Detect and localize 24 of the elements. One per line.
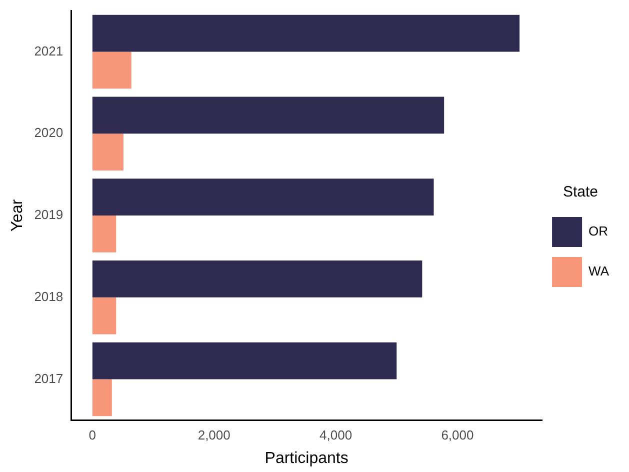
bar	[92, 52, 132, 89]
bar	[92, 297, 116, 334]
y-tick-label: 2018	[34, 288, 64, 304]
y-tick-label: 2017	[34, 370, 64, 386]
y-tick-label: 2020	[34, 125, 64, 140]
y-tick-label: 2019	[34, 207, 64, 222]
x-axis-title: Participants	[264, 450, 348, 467]
y-tick-label: 2021	[34, 43, 64, 58]
y-axis-title: Year	[9, 198, 26, 232]
bar	[92, 96, 444, 134]
bar	[92, 14, 520, 52]
legend-label: WA	[588, 264, 610, 279]
legend-title: State	[563, 184, 598, 201]
x-tick-label: 6,000	[441, 428, 474, 443]
legend-label: OR	[588, 224, 608, 239]
x-tick-label: 0	[88, 428, 96, 443]
bar	[92, 379, 112, 416]
bar	[92, 342, 397, 380]
bar	[92, 260, 422, 298]
bar	[92, 216, 116, 252]
x-tick-label: 2,000	[198, 428, 230, 443]
bar	[92, 134, 124, 170]
bar	[92, 178, 434, 216]
x-tick-label: 4,000	[320, 428, 352, 443]
